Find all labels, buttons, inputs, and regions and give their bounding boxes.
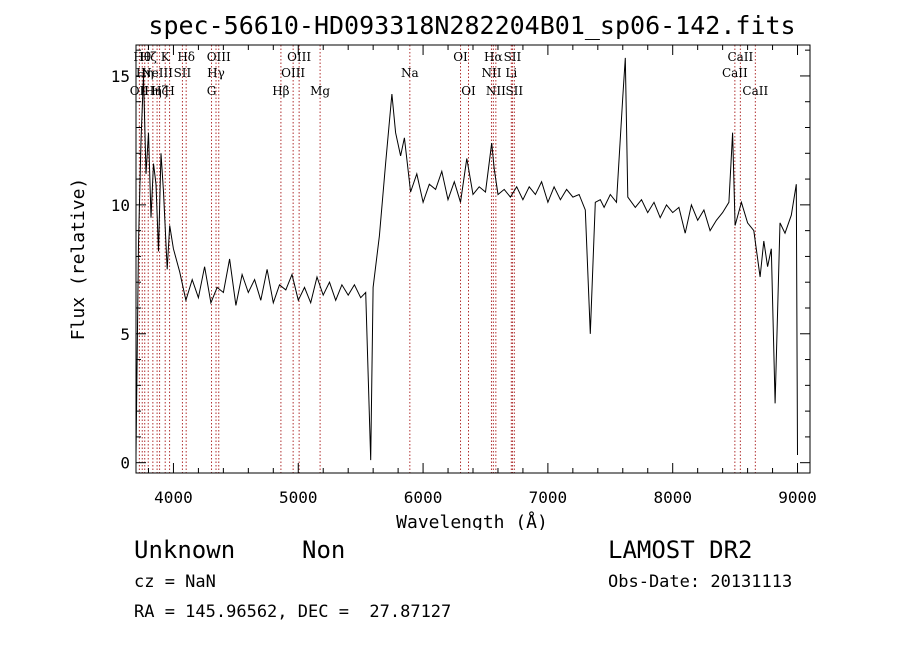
x-tick-label: 9000 bbox=[778, 488, 817, 507]
line-label-10: Hδ bbox=[177, 50, 195, 64]
line-label-15: OIII bbox=[281, 66, 305, 80]
line-label-4: Hη bbox=[144, 84, 162, 98]
line-label-29: CaII bbox=[742, 84, 768, 98]
line-label-9: SII bbox=[174, 66, 192, 80]
object-class: Unknown bbox=[134, 536, 236, 564]
line-label-19: OI bbox=[453, 50, 468, 64]
plot-frame bbox=[135, 44, 811, 474]
x-axis-label: Wavelength (Å) bbox=[396, 511, 548, 530]
spectrum-chart: spec-56610-HD093318N282204B01_sp06-142.f… bbox=[68, 11, 817, 530]
line-label-6: Hζ bbox=[151, 84, 168, 98]
x-tick-label: 5000 bbox=[279, 488, 318, 507]
line-label-7: K bbox=[161, 50, 171, 64]
line-label-11: G bbox=[207, 84, 217, 98]
observation-date: Obs-Date: 20131113 bbox=[608, 572, 793, 592]
survey-name: LAMOST DR2 bbox=[608, 536, 753, 564]
y-tick-label: 10 bbox=[111, 196, 130, 215]
object-subclass: Non bbox=[302, 536, 346, 564]
line-label-27: CaII bbox=[722, 66, 748, 80]
chart-title: spec-56610-HD093318N282204B01_sp06-142.f… bbox=[148, 11, 795, 40]
x-tick-label: 4000 bbox=[154, 488, 193, 507]
y-tick-label: 5 bbox=[120, 325, 130, 344]
line-label-28: CaII bbox=[727, 50, 753, 64]
line-label-16: OIII bbox=[287, 50, 311, 64]
y-tick-label: 15 bbox=[111, 67, 130, 86]
line-label-12: Hγ bbox=[207, 66, 225, 80]
line-label-14: Hβ bbox=[272, 84, 289, 98]
x-axis-ticks: 4000 5000 6000 7000 8000 9000 bbox=[147, 45, 817, 507]
line-label-25: SII bbox=[504, 50, 522, 64]
coordinates: RA = 145.96562, DEC = 27.87127 bbox=[134, 602, 452, 622]
line-label-5: NeIII bbox=[141, 66, 173, 80]
spectrum-series-line bbox=[135, 57, 798, 461]
spectral-line-labels: OIIHθHηHζHηNeIIIHζKHSIIHδGHγOIIIHβOIIIOI… bbox=[130, 50, 769, 98]
redshift-value: cz = NaN bbox=[134, 572, 216, 592]
x-tick-label: 8000 bbox=[653, 488, 692, 507]
y-axis-label: Flux (relative) bbox=[68, 178, 89, 341]
line-label-24: Li bbox=[505, 66, 517, 80]
spectral-line-markers bbox=[138, 45, 756, 473]
line-label-21: NII bbox=[481, 66, 501, 80]
line-label-3: Hζ bbox=[140, 50, 157, 64]
line-label-22: Hα bbox=[484, 50, 503, 64]
line-label-18: Na bbox=[401, 66, 419, 80]
line-label-13: OIII bbox=[207, 50, 231, 64]
x-tick-label: 7000 bbox=[529, 488, 568, 507]
line-label-23: NII bbox=[486, 84, 506, 98]
line-label-2: Hη bbox=[136, 66, 154, 80]
line-label-26: SII bbox=[505, 84, 523, 98]
y-axis-ticks: 0 5 10 15 bbox=[111, 49, 810, 473]
line-label-1: Hθ bbox=[133, 50, 151, 64]
line-label-20: OI bbox=[461, 84, 476, 98]
line-label-17: Mg bbox=[310, 84, 330, 98]
line-label-8: H bbox=[164, 84, 174, 98]
y-tick-label: 0 bbox=[120, 454, 130, 473]
x-tick-label: 6000 bbox=[404, 488, 443, 507]
